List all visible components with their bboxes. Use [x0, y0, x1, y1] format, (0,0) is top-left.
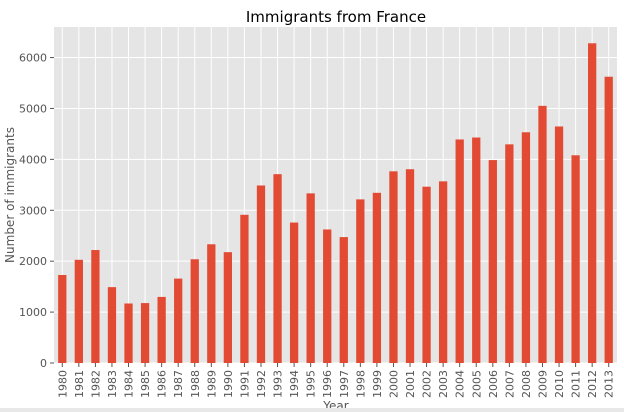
x-tick-label: 1995: [305, 370, 318, 398]
x-tick-label: 2008: [520, 370, 533, 398]
bar: [455, 139, 464, 363]
y-tick-label: 1000: [19, 306, 47, 319]
x-tick-label: 2007: [503, 370, 516, 398]
bar: [223, 252, 233, 363]
bar: [306, 193, 315, 363]
bar: [405, 169, 415, 363]
bar: [124, 303, 133, 363]
x-tick-label: 1984: [123, 370, 136, 398]
bar: [604, 76, 613, 363]
bar: [140, 303, 150, 363]
x-tick-label: 2011: [570, 370, 583, 398]
y-axis-label: Number of immigrants: [3, 127, 17, 263]
x-tick-label: 1996: [321, 370, 334, 398]
x-tick-label: 1991: [238, 370, 251, 398]
x-tick-label: 1998: [354, 370, 367, 398]
bar: [339, 237, 348, 363]
bar: [289, 222, 299, 363]
bar: [356, 199, 365, 363]
bar: [256, 185, 266, 363]
bar: [91, 250, 100, 363]
bar: [538, 105, 547, 363]
x-tick-label: 1999: [371, 370, 384, 398]
x-tick-label: 1982: [89, 370, 102, 398]
y-tick-label: 2000: [19, 255, 47, 268]
x-tick-label: 1986: [156, 370, 169, 398]
bar: [505, 144, 514, 363]
y-tick-label: 3000: [19, 204, 47, 217]
plot-area: [54, 27, 617, 364]
x-tick-label: 2001: [404, 370, 417, 398]
bar: [554, 126, 564, 363]
bar: [174, 278, 183, 363]
x-tick-label: 2010: [553, 370, 566, 398]
x-tick-label: 1987: [172, 370, 185, 398]
x-tick-label: 1985: [139, 370, 152, 398]
x-tick-label: 2013: [603, 370, 616, 398]
x-tick-label: 2012: [586, 370, 599, 398]
y-tick-label: 4000: [19, 153, 47, 166]
y-tick-label: 0: [40, 357, 47, 370]
x-tick-label: 2006: [487, 370, 500, 398]
bar: [107, 287, 117, 363]
x-tick-label: 1994: [288, 370, 301, 398]
bar: [389, 171, 398, 363]
bar: [438, 181, 448, 363]
plot-background: [54, 27, 617, 363]
bar: [422, 186, 431, 363]
bar: [488, 160, 497, 363]
x-tick-label: 2000: [387, 370, 400, 398]
bar: [323, 229, 332, 363]
x-tick-label: 1981: [73, 370, 86, 398]
bar: [472, 137, 481, 363]
bar: [372, 192, 382, 363]
x-tick-label: 1993: [272, 370, 285, 398]
x-tick-label: 2005: [470, 370, 483, 398]
x-tick-label: 1988: [189, 370, 202, 398]
chart-title: Immigrants from France: [246, 8, 426, 26]
bar: [240, 214, 249, 363]
y-axis: 0 1000 2000 3000 4000 5000 6000: [19, 52, 54, 370]
x-tick-label: 1983: [106, 370, 119, 398]
x-tick-label: 1990: [222, 370, 235, 398]
y-tick-label: 6000: [19, 52, 47, 65]
bar: [571, 155, 580, 363]
bar: [273, 174, 282, 363]
x-tick-label: 1992: [255, 370, 268, 398]
bar: [207, 244, 216, 363]
x-tick-label: 2002: [421, 370, 434, 398]
x-tick-label: 1997: [338, 370, 351, 398]
bar: [190, 259, 199, 363]
bar: [588, 43, 597, 364]
bar: [58, 274, 67, 363]
y-tick-label: 5000: [19, 102, 47, 115]
x-tick-label: 2009: [536, 370, 549, 398]
x-tick-label: 2004: [454, 370, 467, 398]
bar: [157, 296, 166, 363]
bar: [521, 132, 531, 363]
x-tick-label: 2003: [437, 370, 450, 398]
x-axis: 1980 1981 1982 1983 1984 1985 1986 1987 1988 1989…: [56, 363, 616, 398]
bar: [74, 259, 83, 363]
bottom-strip: [0, 408, 624, 412]
x-tick-label: 1989: [205, 370, 218, 398]
x-tick-label: 1980: [56, 370, 69, 398]
